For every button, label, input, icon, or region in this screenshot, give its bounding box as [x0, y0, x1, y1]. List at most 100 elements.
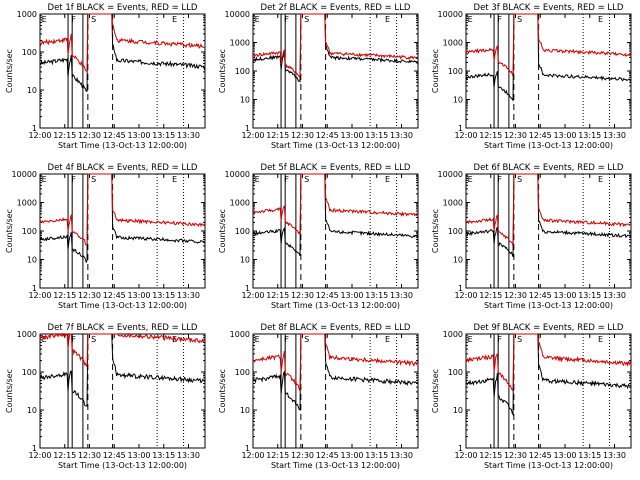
series-events — [465, 333, 632, 417]
event-marker: E — [172, 15, 177, 24]
event-marker: F — [284, 335, 289, 344]
event-marker: S — [304, 15, 309, 24]
chart-title: Det 9f BLACK = Events, RED = LLD — [474, 323, 624, 333]
event-marker: F — [284, 15, 289, 24]
x-tick-label: 12:30 — [291, 291, 314, 300]
chart-title: Det 5f BLACK = Events, RED = LLD — [261, 163, 411, 173]
plot-frame — [252, 333, 419, 449]
series-lld — [39, 13, 206, 74]
x-tick-label: 13:00 — [340, 291, 363, 300]
x-tick-label: 12:00 — [454, 131, 477, 140]
series-lld — [39, 332, 206, 368]
series-events — [465, 173, 632, 258]
event-marker: F — [71, 335, 76, 344]
y-tick-label: 1 — [245, 124, 250, 133]
y-tick-label: 1000 — [230, 39, 250, 48]
series-events — [252, 333, 419, 412]
y-tick-label: 100 — [448, 227, 463, 236]
chart-title: Det 1f BLACK = Events, RED = LLD — [48, 3, 198, 13]
event-marker: E — [598, 175, 603, 184]
plot-frame — [465, 173, 632, 289]
y-tick-label: 10 — [240, 96, 250, 105]
x-axis-label: Start Time (13-Oct-13 12:00:00) — [271, 301, 400, 310]
y-tick-label: 100 — [235, 227, 250, 236]
x-tick-label: 12:30 — [78, 451, 101, 460]
y-tick-label: 100 — [22, 48, 37, 57]
x-tick-label: 13:30 — [177, 131, 200, 140]
chart-title: Det 6f BLACK = Events, RED = LLD — [474, 163, 624, 173]
x-tick-label: 13:15 — [578, 451, 601, 460]
y-tick-label: 1 — [32, 284, 37, 293]
x-axis-label: Start Time (13-Oct-13 12:00:00) — [58, 141, 187, 150]
y-axis-label: Counts/sec — [5, 49, 14, 93]
series-events — [39, 173, 206, 264]
y-tick-label: 1000 — [230, 330, 250, 339]
x-tick-label: 13:00 — [340, 451, 363, 460]
series-lld — [252, 13, 419, 80]
x-tick-label: 13:15 — [578, 291, 601, 300]
y-axis-label: Counts/sec — [218, 369, 227, 413]
x-tick-label: 12:45 — [529, 131, 552, 140]
x-tick-label: 12:45 — [529, 291, 552, 300]
x-tick-label: 13:15 — [365, 131, 388, 140]
x-tick-label: 12:15 — [479, 451, 502, 460]
plot-frame — [465, 333, 632, 449]
x-axis-label: Start Time (13-Oct-13 12:00:00) — [484, 141, 613, 150]
series-lld — [465, 333, 632, 392]
y-tick-label: 1 — [458, 284, 463, 293]
y-tick-label: 1 — [32, 444, 37, 453]
x-tick-label: 13:00 — [553, 291, 576, 300]
y-tick-label: 10000 — [12, 170, 37, 179]
x-tick-label: 13:00 — [553, 451, 576, 460]
event-marker: S — [91, 15, 96, 24]
chart-title: Det 8f BLACK = Events, RED = LLD — [261, 323, 411, 333]
event-marker: S — [517, 175, 522, 184]
y-tick-label: 10 — [240, 406, 250, 415]
x-tick-label: 12:15 — [266, 131, 289, 140]
event-marker: E — [255, 335, 260, 344]
panel-1: Det 1f BLACK = Events, RED = LLD 1 10 100 10… — [5, 3, 206, 150]
y-axis-label: Counts/sec — [5, 209, 14, 253]
x-tick-label: 12:15 — [479, 131, 502, 140]
panel-8: Det 8f BLACK = Events, RED = LLD 1 10 100 10… — [218, 323, 419, 470]
x-tick-label: 13:15 — [152, 131, 175, 140]
x-tick-label: 12:30 — [504, 451, 527, 460]
event-marker: E — [598, 335, 603, 344]
x-tick-label: 12:30 — [291, 131, 314, 140]
x-tick-label: 13:30 — [390, 291, 413, 300]
y-tick-label: 1000 — [17, 330, 37, 339]
x-tick-label: 12:45 — [316, 291, 339, 300]
series-events — [39, 333, 206, 407]
x-tick-label: 13:00 — [127, 291, 150, 300]
event-marker: E — [385, 175, 390, 184]
x-tick-label: 12:45 — [316, 131, 339, 140]
event-marker: F — [497, 335, 502, 344]
x-tick-label: 12:45 — [103, 451, 126, 460]
event-marker: S — [517, 335, 522, 344]
x-axis-label: Start Time (13-Oct-13 12:00:00) — [484, 301, 613, 310]
panel-6: Det 6f BLACK = Events, RED = LLD 1 10 100 10… — [431, 163, 632, 310]
y-tick-label: 10000 — [225, 10, 250, 19]
x-tick-label: 12:00 — [454, 291, 477, 300]
y-tick-label: 1000 — [443, 39, 463, 48]
x-tick-label: 13:30 — [603, 451, 626, 460]
plot-frame — [39, 13, 206, 129]
event-marker: F — [71, 15, 76, 24]
x-tick-label: 12:15 — [53, 451, 76, 460]
event-marker: E — [172, 335, 177, 344]
x-tick-label: 13:15 — [365, 451, 388, 460]
series-lld — [465, 13, 632, 77]
x-tick-label: 13:00 — [127, 451, 150, 460]
y-tick-label: 100 — [22, 368, 37, 377]
x-tick-label: 12:45 — [103, 131, 126, 140]
x-tick-label: 12:15 — [479, 291, 502, 300]
x-tick-label: 12:00 — [28, 451, 51, 460]
panel-7: Det 7f BLACK = Events, RED = LLD 1 10 100 10… — [5, 323, 206, 470]
event-marker: S — [91, 335, 96, 344]
event-marker: E — [255, 15, 260, 24]
y-tick-label: 1000 — [443, 199, 463, 208]
event-marker: E — [598, 15, 603, 24]
y-axis-label: Counts/sec — [5, 369, 14, 413]
y-tick-label: 10 — [27, 86, 37, 95]
y-tick-label: 1 — [458, 124, 463, 133]
